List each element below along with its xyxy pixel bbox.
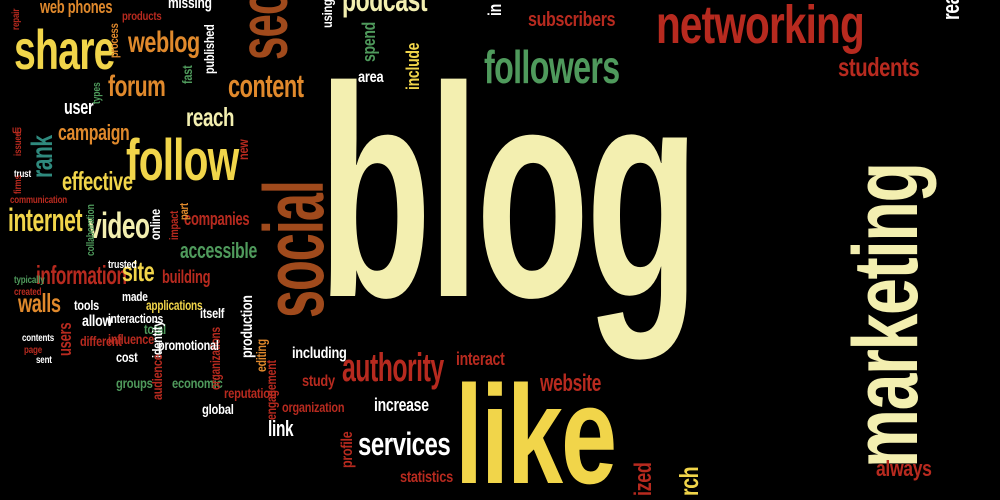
word-reach: reach [186,102,235,132]
word-contents: contents [22,333,55,344]
word-link: link [268,416,294,441]
word-profile: profile [339,431,356,468]
word-fast: fast [179,65,195,84]
word-rea: rea [938,0,965,20]
word-groups: groups [116,375,153,391]
word-up: up [12,125,22,136]
word-process: process [107,23,121,58]
word-editing: editing [253,339,269,372]
word-made: made [122,289,148,304]
word-always: always [876,456,932,481]
word-allow: allow [82,313,112,330]
word-blog: blog [318,24,699,360]
word-study: study [302,373,335,390]
word-students: students [838,52,920,82]
word-video: video [88,205,150,246]
word-promotional: promotional [158,337,219,353]
word-different: different [80,333,122,349]
word-ized: ized [630,462,657,496]
word-collaboration: collaboration [85,204,97,256]
word-firms: firms [13,175,24,194]
word-information: information [36,260,127,290]
word-walls: walls [18,288,61,318]
word-reputation: reputation [224,385,277,401]
word-interactions: interactions [108,311,164,326]
word-trusted: trusted [108,259,137,271]
word-companies: companies [184,209,250,229]
word-itself: itself [200,305,225,321]
word-like: like [455,356,617,500]
word-statistics: statistics [400,469,453,486]
word-rch: rch [674,466,704,496]
word-economic: economic [172,375,223,391]
word-cost: cost [116,349,138,365]
word-repair: repair [11,8,22,31]
word-user: user [64,97,94,119]
word-effective: effective [62,166,133,196]
word-authority: authority [342,346,444,390]
word-services: services [358,426,451,462]
word-total: total [144,321,166,337]
word-products: products [122,9,162,23]
word-part: part [177,203,191,220]
word-accessible: accessible [180,238,257,263]
word-increase: increase [374,395,429,415]
word-in: in [485,4,505,16]
word-podcast: podcast [342,0,428,18]
word-area: area [358,69,384,86]
word-applications: applications [146,297,203,313]
word-audience: audience [149,354,165,400]
word-published: published [201,24,217,74]
word-types: types [91,82,103,104]
word-include: include [403,42,423,90]
word-influence: influence [108,331,154,347]
word-marketing: marketing [835,163,937,468]
word-content: content [228,68,304,104]
word-interact: interact [456,349,505,369]
word-weblog: weblog [128,26,200,59]
word-forum: forum [108,70,166,103]
word-follow: follow [126,128,239,193]
word-new: new [235,139,251,160]
word-networking: networking [656,0,865,55]
word-created: created [14,287,42,298]
word-campaign: campaign [58,120,130,145]
word-online: online [147,209,163,240]
word-sent: sent [36,355,52,366]
word-spend: spend [359,22,379,62]
word-global: global [202,401,234,417]
word-typically: typically [14,275,45,286]
word-internet: internet [8,202,83,238]
word-organization: organization [282,399,345,415]
word-users: users [55,322,75,356]
word-social: social [247,181,341,318]
word-missing: missing [168,0,212,12]
word-seo: seo [224,0,302,60]
word-trust: trust [14,169,31,180]
word-share: share [14,18,115,81]
word-subscribers: subscribers [528,9,616,31]
word-site: site [122,256,155,287]
word-building: building [162,267,211,287]
word-identity: identity [149,320,165,358]
word-communication: communication [10,195,68,206]
word-rank: rank [26,135,59,178]
word-tools: tools [74,297,99,313]
word-using: using [319,0,335,28]
word-web-phones: web phones [40,0,113,17]
word-followers: followers [484,41,620,93]
word-website: website [540,370,601,397]
word-page: page [24,345,43,356]
word-including: including [292,345,347,362]
